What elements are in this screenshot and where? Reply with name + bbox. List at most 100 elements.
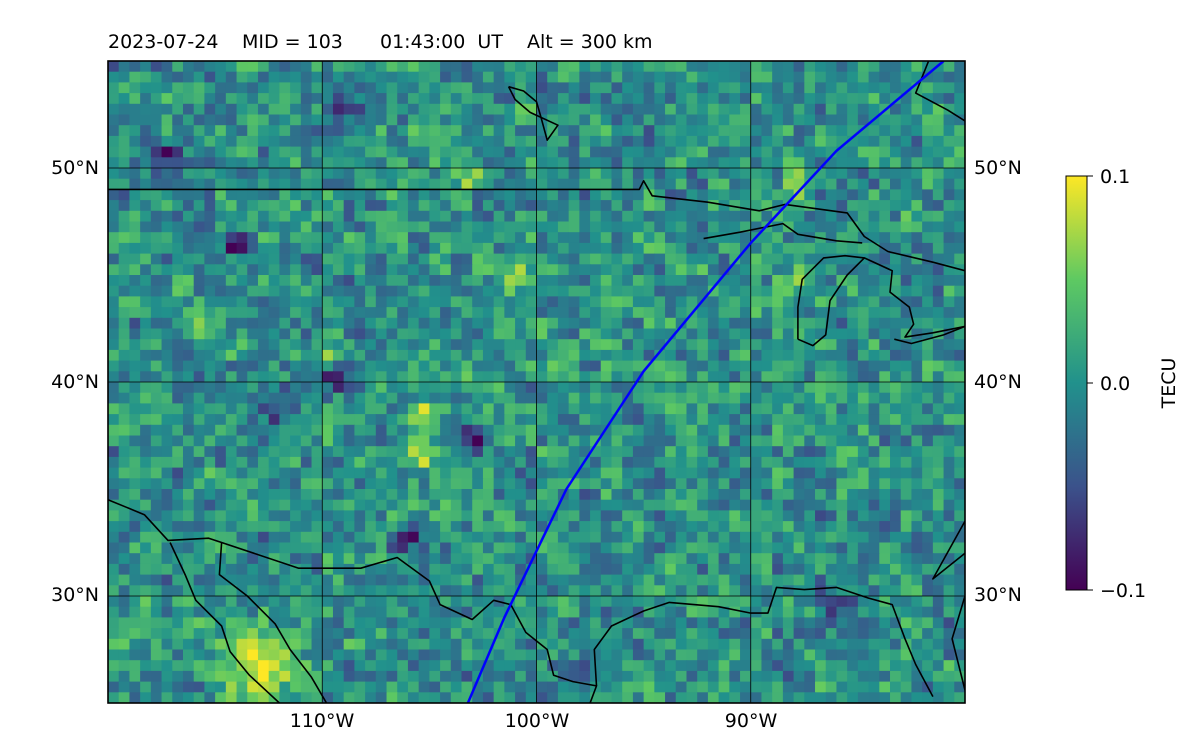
heatmap-cell [654,649,666,661]
heatmap-cell [632,242,645,255]
heatmap-cell [172,349,184,362]
heatmap-cell [954,499,965,511]
heatmap-cell [161,61,173,73]
heatmap-cell [140,264,152,276]
heatmap-cell [632,360,645,372]
heatmap-cell [686,606,698,618]
heatmap-cell [718,521,730,533]
heatmap-cell [815,563,827,576]
heatmap-cell [429,253,441,265]
heatmap-cell [407,681,420,693]
heatmap-cell [857,178,870,190]
heatmap-cell [172,456,184,469]
heatmap-cell [450,371,463,383]
heatmap-cell [515,178,527,190]
heatmap-cell [418,232,430,244]
heatmap-cell [922,103,934,116]
heatmap-cell [890,135,902,148]
heatmap-cell [257,275,270,287]
heatmap-cell [236,585,248,597]
heatmap-cell [215,424,227,437]
heatmap-cell [632,478,645,490]
heatmap-cell [740,585,752,597]
heatmap-cell [922,382,934,394]
heatmap-cell [386,178,398,190]
heatmap-cell [793,125,805,137]
heatmap-cell [729,574,741,586]
heatmap-cell [622,542,634,554]
heatmap-cell [440,692,452,703]
heatmap-cell [793,285,805,297]
heatmap-cell [225,232,238,244]
heatmap-cell [665,660,677,672]
heatmap-cell [150,563,163,576]
heatmap-cell [579,606,591,618]
heatmap-cell [793,103,805,116]
heatmap-cell [707,403,720,415]
heatmap-cell [129,478,141,490]
heatmap-cell [525,617,538,629]
heatmap-cell [161,114,173,126]
heatmap-cell [590,467,602,479]
heatmap-cell [482,328,495,340]
heatmap-cell [493,638,505,651]
heatmap-cell [836,328,848,340]
heatmap-cell [590,414,602,426]
heatmap-cell [804,189,816,201]
heatmap-cell [547,617,559,629]
heatmap-cell [225,692,238,703]
heatmap-cell [857,135,870,148]
heatmap-cell [268,392,280,404]
heatmap-cell [772,681,784,693]
heatmap-cell [225,210,238,223]
heatmap-cell [600,210,613,223]
heatmap-cell [847,210,859,223]
heatmap-cell [118,339,131,351]
heatmap-cell [407,296,420,308]
heatmap-cell [772,157,784,169]
heatmap-cell [397,371,409,383]
heatmap-cell [600,606,613,618]
heatmap-cell [236,178,248,190]
heatmap-cell [847,221,859,233]
heatmap-cell [932,628,945,640]
heatmap-cell [450,382,463,394]
heatmap-cell [108,542,120,554]
heatmap-cell [461,168,473,180]
heatmap-cell [922,307,934,319]
heatmap-cell [761,499,773,511]
heatmap-cell [782,660,795,672]
heatmap-cell [686,360,698,372]
heatmap-cell [568,360,580,372]
coastline-segment [169,542,280,703]
heatmap-cell [386,456,398,469]
heatmap-cell [868,285,880,297]
heatmap-cell [750,71,763,83]
heatmap-cell [782,531,795,544]
heatmap-cell [215,114,227,126]
heatmap-cell [686,414,698,426]
heatmap-cell [665,649,677,661]
heatmap-cell [815,317,827,330]
heatmap-cell [654,403,666,415]
heatmap-cell [750,456,763,469]
heatmap-cell [215,446,227,458]
heatmap-cell [204,617,216,629]
heatmap-cell [450,542,463,554]
heatmap-cell [472,264,484,276]
heatmap-cell [943,692,955,703]
heatmap-cell [193,660,206,672]
heatmap-cell [311,649,323,661]
heatmap-cell [665,692,677,703]
heatmap-cell [343,307,355,319]
heatmap-cell [943,456,955,469]
heatmap-cell [836,93,848,105]
heatmap-cell [182,221,195,233]
heatmap-cell [750,521,763,533]
heatmap-cell [461,392,473,404]
heatmap-cell [375,157,388,169]
heatmap-cell [525,189,538,201]
heatmap-cell [108,275,120,287]
heatmap-cell [375,531,388,544]
heatmap-cell [493,670,505,683]
